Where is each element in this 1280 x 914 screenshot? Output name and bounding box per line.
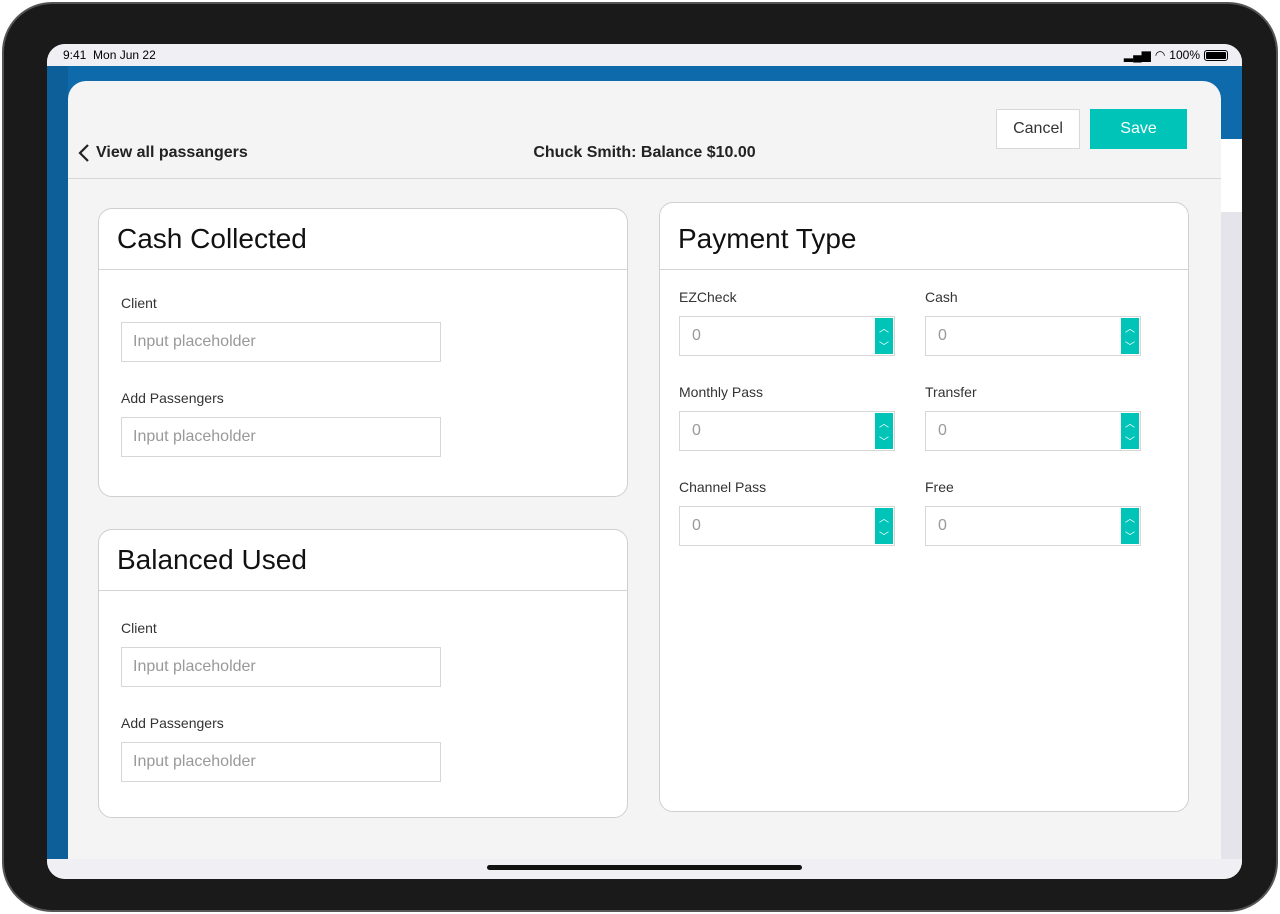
payment-amount-input[interactable]: [680, 317, 875, 355]
payment-field-label: Free: [925, 479, 954, 495]
stepper-buttons[interactable]: ︿ ﹀: [1121, 318, 1139, 354]
payment-field: Monthly Pass ︿﹀: [679, 384, 895, 451]
chevron-up-icon[interactable]: ︿: [1125, 323, 1135, 335]
chevron-down-icon[interactable]: ﹀: [1125, 341, 1135, 353]
payment-amount-input[interactable]: [926, 412, 1121, 450]
add-passengers-label: Add Passengers: [121, 715, 224, 731]
payment-field: Free ︿﹀: [925, 479, 1141, 546]
chevron-up-icon[interactable]: ︿: [1125, 418, 1135, 430]
stepper-buttons[interactable]: ︿ ﹀: [1121, 508, 1139, 544]
chevron-up-icon[interactable]: ︿: [1125, 513, 1135, 525]
number-stepper: ︿﹀: [679, 316, 895, 356]
client-input[interactable]: [121, 647, 441, 687]
payment-field-label: Transfer: [925, 384, 977, 400]
header-divider: [68, 178, 1221, 179]
number-stepper: ︿﹀: [679, 411, 895, 451]
card-title: Cash Collected: [99, 209, 627, 270]
payment-type-card: Payment Type EZCheck ︿﹀ Cash ︿﹀ Monthly …: [659, 202, 1189, 812]
cancel-button[interactable]: Cancel: [996, 109, 1080, 149]
chevron-down-icon[interactable]: ﹀: [1125, 531, 1135, 543]
back-link[interactable]: View all passangers: [78, 143, 248, 163]
stepper-buttons[interactable]: ︿ ﹀: [1121, 413, 1139, 449]
payment-field-label: Monthly Pass: [679, 384, 764, 400]
payment-amount-input[interactable]: [680, 507, 875, 545]
chevron-up-icon[interactable]: ︿: [879, 513, 889, 525]
number-stepper: ︿﹀: [679, 506, 895, 546]
number-stepper: ︿﹀: [925, 316, 1141, 356]
app-sidebar-background: [47, 66, 68, 859]
payment-field: Cash ︿﹀: [925, 289, 1141, 356]
card-title: Payment Type: [660, 203, 1188, 270]
payment-amount-input[interactable]: [926, 317, 1121, 355]
number-stepper: ︿﹀: [925, 506, 1141, 546]
chevron-down-icon[interactable]: ﹀: [1125, 436, 1135, 448]
battery-icon: [1204, 49, 1228, 61]
payment-field: EZCheck ︿﹀: [679, 289, 895, 356]
add-passengers-input[interactable]: [121, 417, 441, 457]
chevron-down-icon[interactable]: ﹀: [879, 531, 889, 543]
card-title: Balanced Used: [99, 530, 627, 591]
stepper-buttons[interactable]: ︿ ﹀: [875, 508, 893, 544]
client-label: Client: [121, 620, 157, 636]
chevron-left-icon: [78, 144, 89, 162]
home-indicator[interactable]: [487, 865, 802, 870]
payment-field-label: EZCheck: [679, 289, 737, 305]
payment-field-label: Cash: [925, 289, 958, 305]
client-label: Client: [121, 295, 157, 311]
chevron-up-icon[interactable]: ︿: [879, 323, 889, 335]
edit-passenger-modal: View all passangers Chuck Smith: Balance…: [68, 81, 1221, 859]
add-passengers-input[interactable]: [121, 742, 441, 782]
chevron-down-icon[interactable]: ﹀: [879, 341, 889, 353]
payment-field: Transfer ︿﹀: [925, 384, 1141, 451]
battery-percent: 100%: [1169, 48, 1200, 62]
status-date: Mon Jun 22: [93, 48, 156, 62]
background-panel: [1221, 139, 1242, 212]
status-time: 9:41: [63, 48, 87, 62]
back-label: View all passangers: [96, 144, 248, 161]
wifi-icon: ◠: [1154, 48, 1166, 62]
signal-icon: ▂▄▆: [1123, 48, 1151, 62]
payment-amount-input[interactable]: [926, 507, 1121, 545]
payment-amount-input[interactable]: [680, 412, 875, 450]
balanced-used-card: Balanced Used Client Add Passengers: [98, 529, 628, 818]
screen: 9:41 Mon Jun 22 ▂▄▆ ◠ 100% View all pass…: [47, 44, 1242, 879]
save-button[interactable]: Save: [1090, 109, 1187, 149]
cash-collected-card: Cash Collected Client Add Passengers: [98, 208, 628, 497]
stepper-buttons[interactable]: ︿ ﹀: [875, 413, 893, 449]
payment-field-label: Channel Pass: [679, 479, 767, 495]
status-bar: 9:41 Mon Jun 22 ▂▄▆ ◠ 100%: [47, 44, 1242, 66]
chevron-up-icon[interactable]: ︿: [879, 418, 889, 430]
number-stepper: ︿﹀: [925, 411, 1141, 451]
payment-field: Channel Pass ︿﹀: [679, 479, 895, 546]
chevron-down-icon[interactable]: ﹀: [879, 436, 889, 448]
stepper-buttons[interactable]: ︿ ﹀: [875, 318, 893, 354]
client-input[interactable]: [121, 322, 441, 362]
add-passengers-label: Add Passengers: [121, 390, 224, 406]
